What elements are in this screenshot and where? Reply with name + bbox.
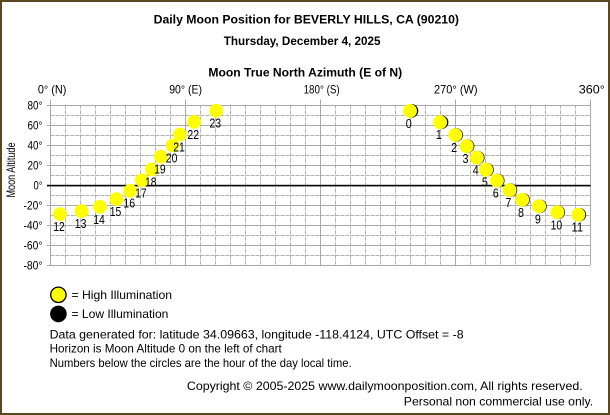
svg-text:4: 4 [473, 164, 479, 178]
svg-text:Daily Moon Position for BEVERL: Daily Moon Position for BEVERLY HILLS, C… [154, 12, 459, 26]
svg-text:9: 9 [535, 212, 541, 226]
svg-text:0° (N): 0° (N) [38, 83, 67, 97]
svg-text:Personal non commercial use on: Personal non commercial use only. [404, 394, 593, 408]
svg-text:6: 6 [493, 187, 499, 201]
svg-text:15: 15 [110, 205, 122, 219]
svg-text:= Low Illumination: = Low Illumination [72, 307, 169, 321]
svg-text:5: 5 [482, 176, 488, 190]
svg-text:-40°: -40° [24, 218, 43, 232]
svg-text:Copyright © 2005-2025 www.dail: Copyright © 2005-2025 www.dailymoonposit… [187, 379, 583, 393]
svg-text:40°: 40° [28, 138, 43, 152]
svg-text:0°: 0° [34, 178, 43, 192]
svg-text:60°: 60° [28, 118, 43, 132]
svg-text:90° (E): 90° (E) [169, 83, 202, 97]
svg-text:-20°: -20° [24, 198, 43, 212]
svg-text:0: 0 [406, 117, 412, 131]
svg-text:= High Illumination: = High Illumination [72, 288, 173, 302]
svg-text:12: 12 [53, 220, 65, 234]
svg-text:Moon Altitude: Moon Altitude [4, 142, 18, 197]
svg-text:17: 17 [135, 186, 147, 200]
svg-text:Horizon is Moon Altitude 0 on: Horizon is Moon Altitude 0 on the left o… [50, 341, 283, 355]
svg-text:21: 21 [173, 141, 185, 155]
svg-text:3: 3 [463, 152, 469, 166]
svg-text:23: 23 [210, 117, 222, 131]
svg-text:7: 7 [505, 196, 511, 210]
svg-text:Numbers below the circles are: Numbers below the circles are the hour o… [50, 356, 352, 370]
svg-text:14: 14 [93, 213, 105, 227]
svg-text:10: 10 [551, 218, 563, 232]
svg-text:20°: 20° [28, 158, 43, 172]
svg-text:13: 13 [75, 217, 87, 231]
svg-text:270° (W): 270° (W) [434, 83, 478, 97]
svg-text:19: 19 [154, 163, 166, 177]
svg-text:Moon True North Azimuth (E of: Moon True North Azimuth (E of N) [208, 65, 402, 79]
svg-text:-60°: -60° [24, 238, 43, 252]
svg-text:80°: 80° [28, 98, 43, 112]
svg-text:-80°: -80° [24, 258, 43, 272]
svg-text:11: 11 [572, 221, 584, 235]
svg-text:Thursday, December 4, 2025: Thursday, December 4, 2025 [224, 34, 381, 48]
svg-text:2: 2 [451, 141, 457, 155]
svg-text:18: 18 [145, 175, 157, 189]
svg-text:180° (S): 180° (S) [304, 83, 340, 97]
svg-text:22: 22 [187, 128, 199, 142]
svg-text:1: 1 [436, 128, 442, 142]
svg-text:8: 8 [518, 206, 524, 220]
svg-text:Data generated for: latitude 3: Data generated for: latitude 34.09663, l… [50, 327, 464, 341]
svg-text:16: 16 [123, 197, 135, 211]
svg-text:20: 20 [166, 152, 178, 166]
svg-text:360°: 360° [579, 83, 605, 97]
